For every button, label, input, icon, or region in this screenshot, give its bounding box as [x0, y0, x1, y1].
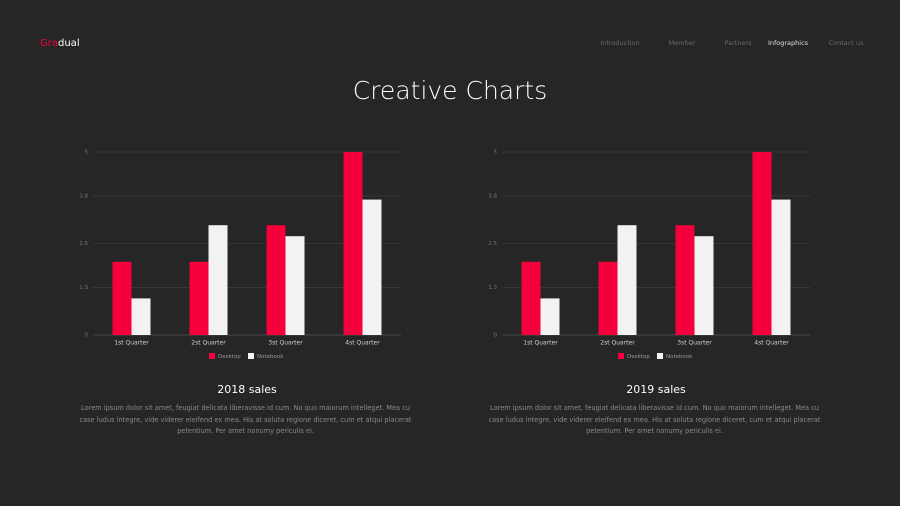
legend-label: Notebook	[257, 354, 284, 360]
legend-swatch	[248, 353, 254, 359]
nav-item[interactable]: Member	[669, 39, 696, 47]
bar	[540, 298, 560, 335]
bar	[112, 261, 132, 335]
y-tick-label: 1.3	[488, 285, 497, 291]
bar	[617, 225, 637, 335]
legend-swatch	[209, 353, 215, 359]
bar	[598, 261, 618, 335]
bar	[189, 261, 209, 335]
legend-label: Notebook	[666, 354, 693, 360]
x-tick-label: 3st Quarter	[268, 340, 303, 347]
chart-title: 2019 sales	[626, 383, 686, 396]
nav-item[interactable]: Introduction	[600, 39, 639, 47]
y-tick-label: 2.5	[79, 241, 88, 247]
bar	[675, 225, 695, 335]
bar	[521, 261, 541, 335]
x-tick-label: 2st Quarter	[191, 340, 226, 347]
bar	[343, 152, 363, 335]
chart-title: 2018 sales	[217, 383, 277, 396]
nav-item[interactable]: Partners	[724, 39, 752, 47]
x-tick-label: 1st Quarter	[114, 340, 149, 347]
bar	[285, 236, 305, 335]
chart-description: Lorem ipsum dolor sit amet, feugiat deli…	[488, 404, 821, 436]
chart-description: Lorem ipsum dolor sit amet, feugiat deli…	[79, 404, 412, 436]
page-title: Creative Charts	[353, 76, 547, 105]
bar	[208, 225, 228, 335]
logo-rest: dual	[58, 38, 80, 49]
logo[interactable]: Gradual	[40, 38, 80, 49]
legend-swatch	[618, 353, 624, 359]
y-tick-label: 1.3	[79, 285, 88, 291]
nav-item[interactable]: Contact us	[829, 39, 864, 47]
bar	[362, 199, 382, 335]
legend-swatch	[657, 353, 663, 359]
y-tick-label: 5	[494, 150, 498, 156]
nav-item[interactable]: Infographics	[768, 39, 809, 47]
bar	[266, 225, 286, 335]
bar	[771, 199, 791, 335]
x-tick-label: 4st Quarter	[345, 340, 380, 347]
y-tick-label: 0	[85, 333, 89, 339]
x-tick-label: 2st Quarter	[600, 340, 635, 347]
x-tick-label: 1st Quarter	[523, 340, 558, 347]
x-tick-label: 3st Quarter	[677, 340, 712, 347]
bar	[752, 152, 772, 335]
y-tick-label: 2.5	[488, 241, 497, 247]
logo-accent: Gra	[40, 38, 58, 49]
y-tick-label: 5	[85, 150, 89, 156]
x-tick-label: 4st Quarter	[754, 340, 789, 347]
legend-label: Desktop	[218, 354, 241, 360]
bar	[694, 236, 714, 335]
y-tick-label: 3.8	[79, 193, 88, 199]
legend-label: Desktop	[627, 354, 650, 360]
y-tick-label: 3.8	[488, 193, 497, 199]
bar	[131, 298, 151, 335]
y-tick-label: 0	[494, 333, 498, 339]
